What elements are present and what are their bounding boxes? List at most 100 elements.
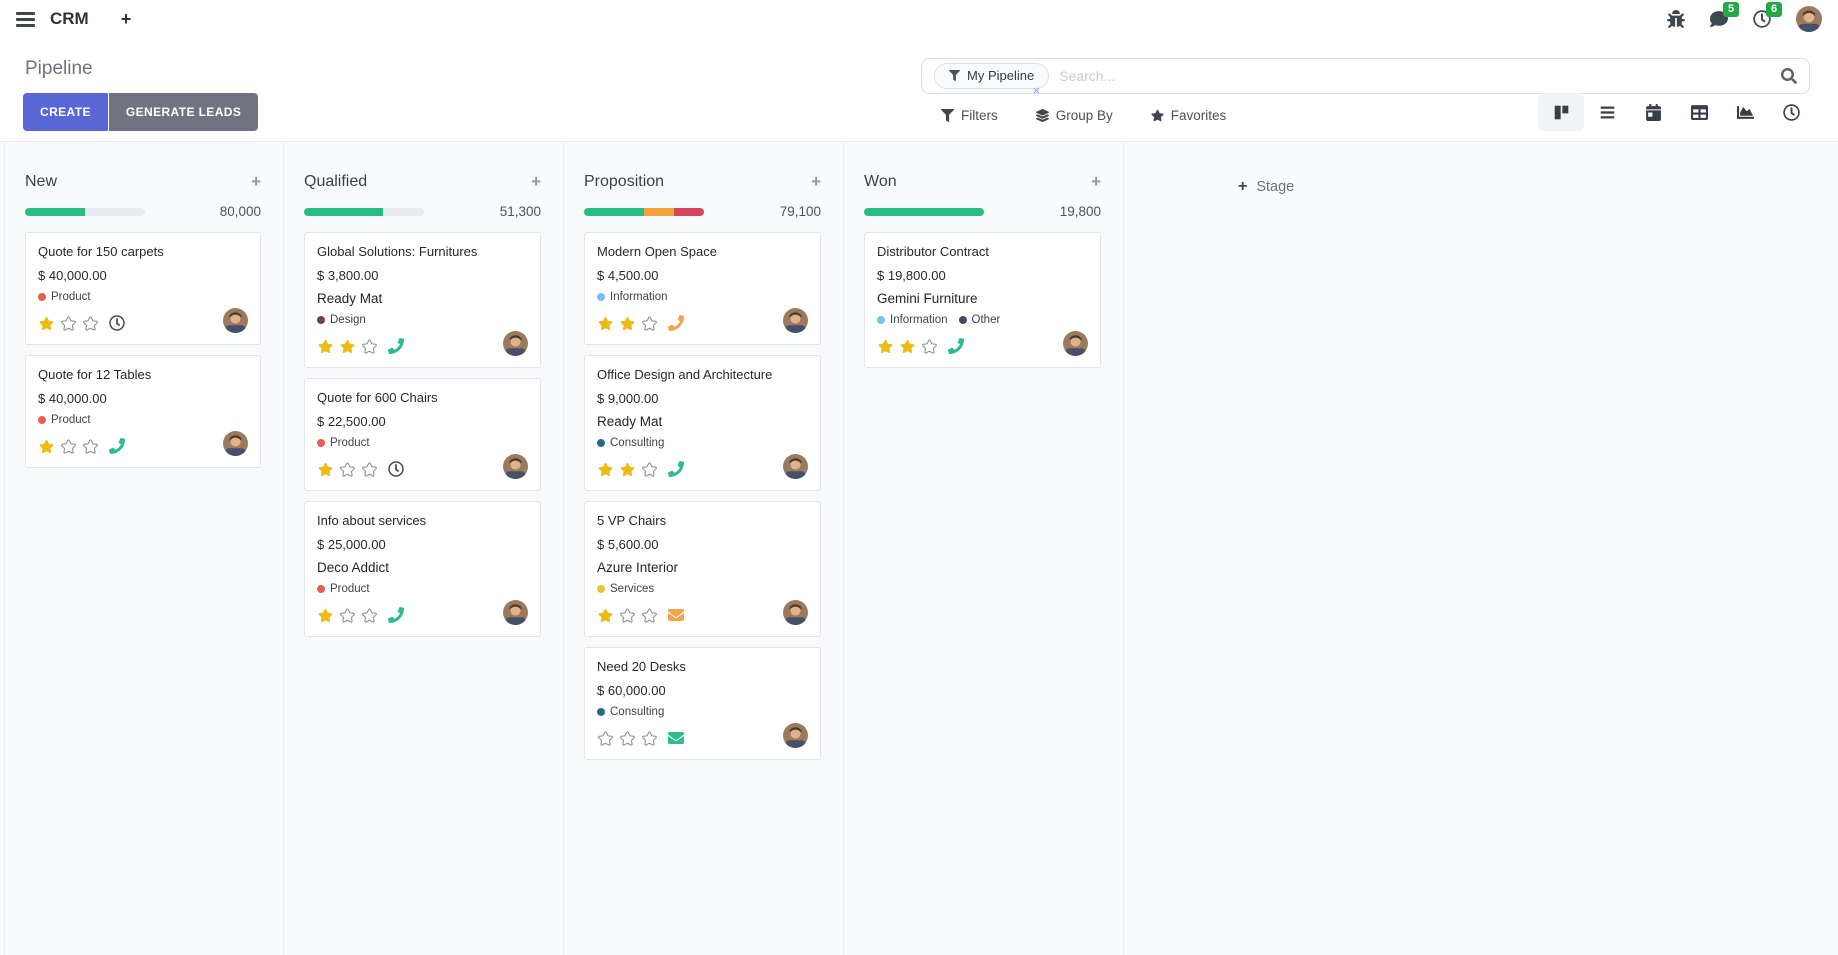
salesperson-avatar[interactable] (783, 723, 808, 748)
debug-bug-icon[interactable] (1667, 10, 1685, 28)
activity-phone-icon[interactable] (388, 338, 404, 354)
activity-clock-icon[interactable] (109, 315, 125, 331)
graph-view-button[interactable] (1722, 93, 1768, 131)
priority-star-icon[interactable] (619, 607, 636, 624)
pivot-view-button[interactable] (1676, 93, 1722, 131)
generate-leads-button[interactable]: GENERATE LEADS (108, 93, 259, 131)
remove-facet-icon[interactable]: × (1032, 83, 1041, 98)
progress-segment-green[interactable] (304, 207, 384, 216)
priority-star-icon[interactable] (339, 338, 356, 355)
salesperson-avatar[interactable] (503, 600, 528, 625)
kanban-card[interactable]: Quote for 150 carpets $ 40,000.00 Product (25, 232, 261, 345)
priority-star-icon[interactable] (60, 315, 77, 332)
kanban-card[interactable]: Quote for 600 Chairs $ 22,500.00 Product (304, 378, 541, 491)
activity-envelope-icon[interactable] (668, 730, 684, 746)
progress-segment-green[interactable] (864, 207, 984, 216)
favorites-dropdown[interactable]: Favorites (1151, 108, 1226, 123)
priority-star-icon[interactable] (361, 607, 378, 624)
kanban-card[interactable]: Office Design and Architecture $ 9,000.00… (584, 355, 821, 491)
priority-star-icon[interactable] (339, 607, 356, 624)
search-facet-my-pipeline[interactable]: My Pipeline × (934, 63, 1050, 97)
priority-star-icon[interactable] (597, 730, 614, 747)
salesperson-avatar[interactable] (783, 600, 808, 625)
priority-star-icon[interactable] (82, 315, 99, 332)
progress-segment-orange[interactable] (644, 207, 674, 216)
salesperson-avatar[interactable] (783, 308, 808, 333)
list-view-button[interactable] (1584, 93, 1630, 131)
kanban-card[interactable]: Quote for 12 Tables $ 40,000.00 Product (25, 355, 261, 468)
priority-star-icon[interactable] (38, 315, 55, 332)
priority-star-icon[interactable] (619, 461, 636, 478)
filters-dropdown[interactable]: Filters (941, 108, 998, 123)
priority-star-icon[interactable] (899, 338, 916, 355)
search-box: My Pipeline × (921, 58, 1810, 97)
kanban-card[interactable]: 5 VP Chairs $ 5,600.00 Azure Interior Servi… (584, 501, 821, 637)
kanban-card[interactable]: Global Solutions: Furnitures $ 3,800.00 Re… (304, 232, 541, 368)
priority-star-icon[interactable] (82, 438, 99, 455)
search-icon[interactable] (1781, 68, 1797, 84)
priority-star-icon[interactable] (317, 461, 334, 478)
kanban-view-button[interactable] (1538, 93, 1584, 131)
priority-star-icon[interactable] (361, 461, 378, 478)
column-progressbar[interactable] (584, 207, 704, 216)
activity-phone-icon[interactable] (388, 607, 404, 623)
kanban-card[interactable]: Modern Open Space $ 4,500.00 Information (584, 232, 821, 345)
salesperson-avatar[interactable] (223, 308, 248, 333)
activities-clock-icon[interactable]: 6 (1753, 2, 1783, 28)
priority-star-icon[interactable] (597, 315, 614, 332)
add-record-icon[interactable]: + (531, 172, 541, 191)
activity-phone-icon[interactable] (668, 315, 684, 331)
add-record-icon[interactable]: + (811, 172, 821, 191)
priority-star-icon[interactable] (597, 607, 614, 624)
salesperson-avatar[interactable] (1063, 331, 1088, 356)
search-input[interactable] (1059, 68, 1781, 84)
priority-star-icon[interactable] (641, 315, 658, 332)
app-name[interactable]: CRM (50, 9, 89, 28)
kanban-card[interactable]: Info about services $ 25,000.00 Deco Addic… (304, 501, 541, 637)
activity-view-button[interactable] (1768, 93, 1814, 131)
user-avatar[interactable] (1796, 6, 1822, 32)
activity-clock-icon[interactable] (388, 461, 404, 477)
column-progressbar[interactable] (864, 207, 984, 216)
salesperson-avatar[interactable] (223, 431, 248, 456)
priority-star-icon[interactable] (619, 315, 636, 332)
priority-star-icon[interactable] (60, 438, 77, 455)
progress-segment-green[interactable] (584, 207, 644, 216)
priority-star-icon[interactable] (339, 461, 356, 478)
messages-icon[interactable]: 5 (1710, 2, 1740, 28)
column-progressbar[interactable] (25, 207, 145, 216)
add-stage-button[interactable]: + Stage (1238, 178, 1444, 196)
priority-star-icon[interactable] (921, 338, 938, 355)
group-by-dropdown[interactable]: Group By (1035, 108, 1113, 123)
calendar-view-button[interactable] (1630, 93, 1676, 131)
apps-menu-icon[interactable] (16, 11, 35, 27)
activity-phone-icon[interactable] (948, 338, 964, 354)
priority-star-icon[interactable] (317, 338, 334, 355)
salesperson-avatar[interactable] (503, 454, 528, 479)
kanban-card[interactable]: Need 20 Desks $ 60,000.00 Consulting (584, 647, 821, 760)
priority-star-icon[interactable] (641, 730, 658, 747)
nav-plus-icon[interactable]: + (120, 8, 132, 29)
activity-phone-icon[interactable] (109, 438, 125, 454)
kanban-card[interactable]: Distributor Contract $ 19,800.00 Gemini Fu… (864, 232, 1101, 368)
priority-star-icon[interactable] (317, 607, 334, 624)
add-record-icon[interactable]: + (251, 172, 261, 191)
create-button[interactable]: CREATE (23, 93, 108, 131)
activity-envelope-icon[interactable] (668, 607, 684, 623)
card-tag: Information (877, 314, 948, 326)
priority-star-icon[interactable] (361, 338, 378, 355)
column-progressbar[interactable] (304, 207, 424, 216)
priority-star-icon[interactable] (877, 338, 894, 355)
salesperson-avatar[interactable] (783, 454, 808, 479)
priority-star-icon[interactable] (641, 607, 658, 624)
add-record-icon[interactable]: + (1091, 172, 1101, 191)
priority-star-icon[interactable] (38, 438, 55, 455)
progress-segment-green[interactable] (25, 207, 85, 216)
priority-star-icon[interactable] (619, 730, 636, 747)
progress-segment-red[interactable] (674, 207, 704, 216)
priority-star-icon[interactable] (641, 461, 658, 478)
activity-phone-icon[interactable] (668, 461, 684, 477)
priority-star-icon[interactable] (597, 461, 614, 478)
salesperson-avatar[interactable] (503, 331, 528, 356)
card-tag: Product (317, 583, 370, 595)
